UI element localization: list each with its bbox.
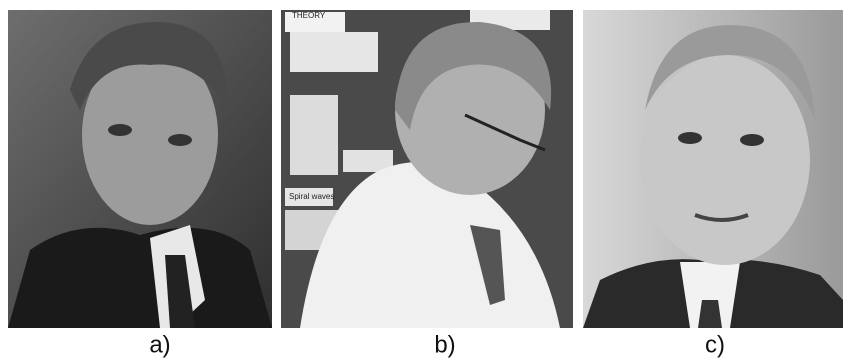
photo-a: [8, 10, 272, 328]
figure: THEORY Spiral waves a) b) c): [0, 0, 848, 360]
panel-label: b): [434, 331, 455, 358]
panel-label: c): [705, 331, 725, 358]
photo-b: [281, 10, 573, 328]
poster-text: THEORY: [292, 11, 326, 20]
panel-label: a): [149, 331, 170, 358]
photo-c: [583, 10, 843, 328]
poster-text: Spiral waves: [289, 192, 334, 201]
